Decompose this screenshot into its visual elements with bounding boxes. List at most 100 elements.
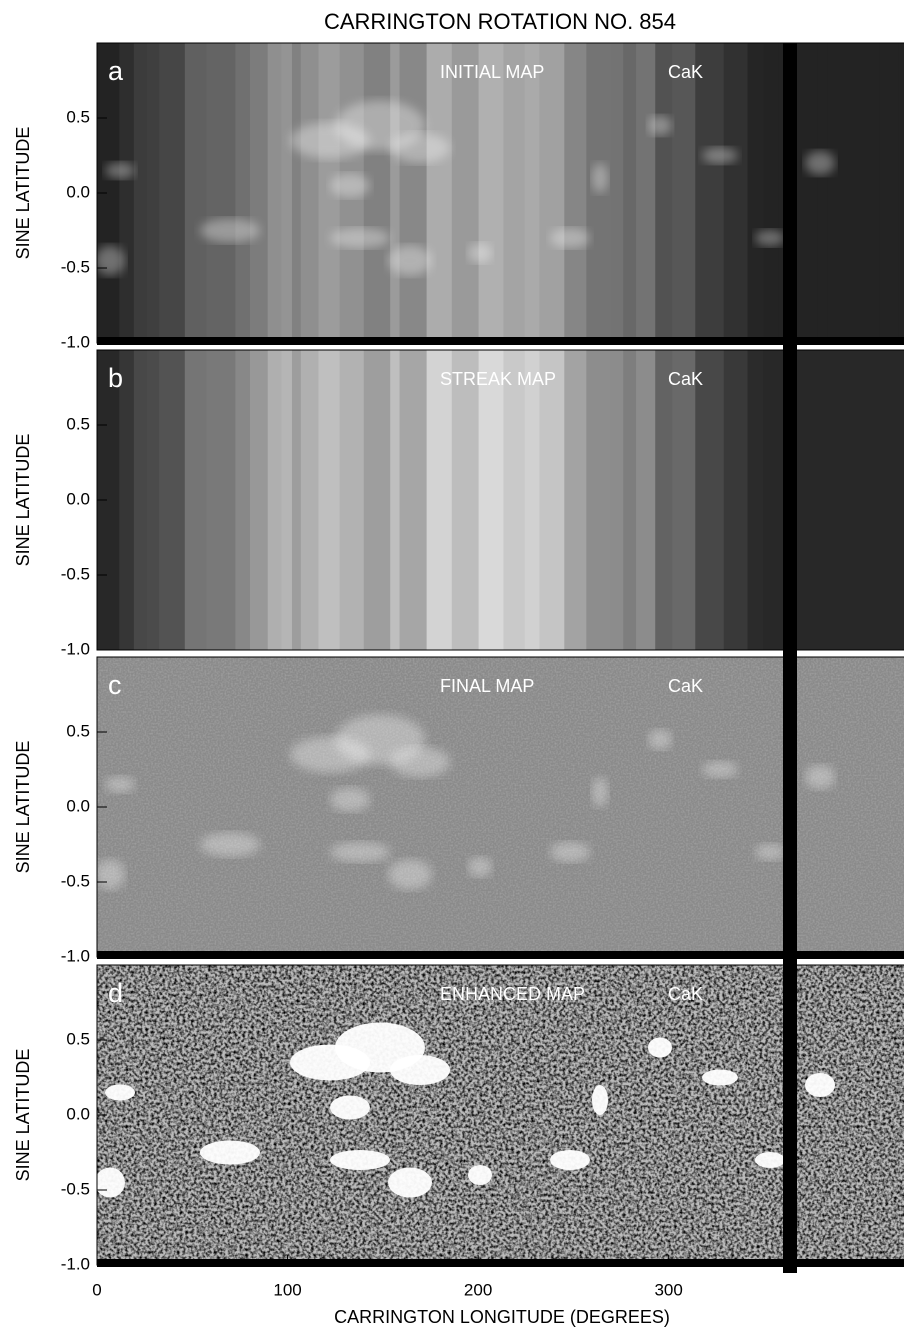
y-tick-label: -1.0 — [61, 332, 90, 351]
streak — [281, 43, 292, 343]
active-region — [702, 148, 738, 164]
streak — [206, 350, 235, 650]
streak — [827, 350, 857, 650]
data-gap — [783, 350, 797, 658]
y-tick-label: -1.0 — [61, 946, 90, 965]
y-axis-label: SINE LATITUDE — [13, 1049, 33, 1182]
streak — [452, 43, 479, 343]
streak — [159, 43, 185, 343]
y-tick-label: 0.5 — [66, 107, 90, 126]
streak — [818, 43, 828, 343]
active-region — [592, 777, 608, 807]
streak — [672, 43, 696, 343]
streak — [250, 43, 268, 343]
active-region — [200, 833, 260, 857]
streak — [268, 43, 282, 343]
streak — [880, 350, 899, 650]
streak — [586, 43, 611, 343]
streak — [119, 43, 134, 343]
streak — [763, 43, 779, 343]
band-name: CaK — [668, 676, 703, 696]
y-tick-label: -0.5 — [61, 257, 90, 276]
active-region — [390, 133, 450, 163]
y-tick-label: 0.0 — [66, 182, 90, 201]
figure: CARRINGTON ROTATION NO. 854 CARRINGTON L… — [0, 0, 904, 1333]
streak — [525, 43, 540, 343]
active-region — [105, 163, 135, 179]
x-tick-label: 100 — [273, 1280, 301, 1299]
streak — [319, 350, 341, 650]
x-axis-label: CARRINGTON LONGITUDE (DEGREES) — [334, 1307, 670, 1327]
streak — [390, 43, 400, 343]
active-region — [330, 788, 370, 812]
map-texture — [97, 965, 904, 1265]
y-axis-label: SINE LATITUDE — [13, 741, 33, 874]
active-region — [550, 842, 590, 862]
streak — [564, 350, 587, 650]
band-name: CaK — [668, 984, 703, 1004]
y-tick-label: 0.5 — [66, 1029, 90, 1048]
active-region — [105, 1085, 135, 1101]
streak — [636, 43, 656, 343]
y-tick-label: 0.0 — [66, 796, 90, 815]
active-region — [388, 1168, 432, 1198]
streak — [364, 43, 391, 343]
data-gap — [97, 951, 904, 959]
data-gap — [783, 657, 797, 965]
streak — [539, 350, 564, 650]
streak — [400, 43, 428, 343]
streak — [880, 43, 899, 343]
streak — [235, 43, 250, 343]
data-gap — [97, 1259, 904, 1267]
map-name: ENHANCED MAP — [440, 984, 585, 1004]
active-region — [105, 777, 135, 793]
streak — [281, 350, 292, 650]
streak — [797, 350, 818, 650]
streak — [797, 43, 818, 343]
y-tick-label: -0.5 — [61, 564, 90, 583]
streak — [655, 43, 673, 343]
active-region — [468, 1165, 492, 1185]
streak — [898, 43, 904, 343]
active-region — [330, 174, 370, 198]
y-tick-label: -0.5 — [61, 1179, 90, 1198]
streak — [525, 350, 540, 650]
active-region — [330, 842, 390, 862]
streak — [586, 350, 611, 650]
streak — [292, 350, 301, 650]
data-gap — [783, 43, 797, 351]
y-axis-label: SINE LATITUDE — [13, 127, 33, 260]
streak — [724, 43, 748, 343]
streak — [611, 350, 624, 650]
active-region — [468, 857, 492, 877]
map-panel — [95, 657, 904, 965]
active-region — [755, 1152, 785, 1168]
active-region — [95, 246, 125, 276]
map-panel — [97, 350, 904, 658]
active-region — [390, 1055, 450, 1085]
streak — [611, 43, 624, 343]
streak — [655, 350, 673, 650]
active-region — [390, 747, 450, 777]
streak — [503, 43, 525, 343]
streak — [623, 350, 636, 650]
panel-letter: a — [108, 56, 124, 86]
active-region — [468, 243, 492, 263]
panel-letter: b — [108, 363, 123, 393]
y-tick-label: -1.0 — [61, 1254, 90, 1273]
streak — [898, 350, 904, 650]
active-region — [648, 1038, 672, 1058]
streak — [268, 350, 282, 650]
active-region — [805, 765, 835, 789]
streak — [724, 350, 748, 650]
streak — [185, 350, 207, 650]
streak — [147, 350, 160, 650]
panel-letter: d — [108, 978, 123, 1008]
streak — [857, 350, 880, 650]
streak — [185, 43, 207, 343]
figure-title: CARRINGTON ROTATION NO. 854 — [324, 9, 676, 34]
map-name: STREAK MAP — [440, 369, 556, 389]
y-tick-label: 0.0 — [66, 1104, 90, 1123]
x-tick-label: 200 — [464, 1280, 492, 1299]
streak — [390, 350, 400, 650]
